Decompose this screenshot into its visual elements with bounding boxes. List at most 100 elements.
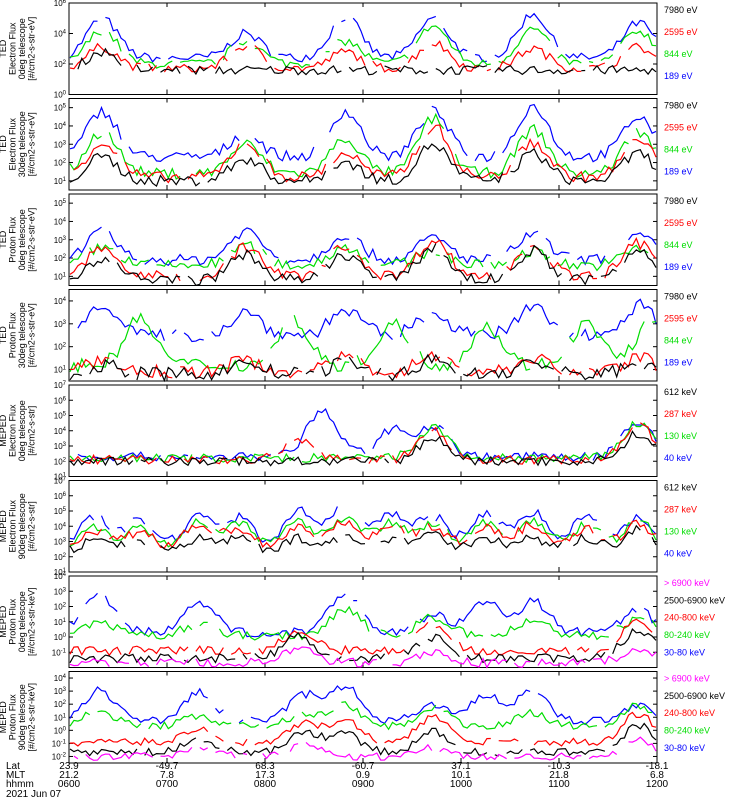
panel-1: 100 102 104 106 TEDElectron Flux0deg telesco… (0, 0, 698, 100)
y-tick-label: 103 (54, 442, 67, 451)
panel-4: 101 102 103 104 TEDProton Flux30deg telescop… (0, 289, 698, 383)
legend-entry: 2595 eV (664, 123, 698, 133)
y-tick-label: 103 (54, 140, 67, 149)
y-tick-label: 107 (54, 381, 67, 390)
y-tick-label: 104 (54, 217, 67, 226)
y-tick-label: 105 (54, 104, 67, 113)
legend-entry: 189 eV (664, 358, 693, 368)
legend-entry: 287 keV (664, 409, 697, 419)
y-tick-label: 104 (54, 522, 67, 531)
panel-6: 101 102 103 104 105 106 107 MEPEDElectron Flux9… (0, 477, 697, 578)
y-tick-label: 104 (54, 572, 67, 581)
time-tick-hhmm: 0800 (254, 779, 277, 790)
y-tick-label: 106 (54, 492, 67, 501)
panel-5: 101 102 103 104 105 106 107 MEPEDElectron Flux0… (0, 381, 697, 482)
series-line (69, 701, 653, 731)
time-tick-lat: 68.3 (255, 761, 275, 772)
legend-entry: 7980 eV (664, 196, 698, 206)
y-tick-label: 102 (54, 457, 67, 466)
time-tick-mlt: 6.8 (650, 770, 664, 781)
y-tick-label: 101 (54, 473, 67, 482)
y-tick-label: 103 (54, 236, 67, 245)
series-line (69, 618, 653, 657)
time-tick-hhmm: 1200 (646, 779, 669, 790)
y-tick-label: 106 (54, 396, 67, 405)
time-tick-mlt: 7.8 (160, 770, 174, 781)
time-tick-lat: -49.7 (156, 761, 179, 772)
legend-entry: 2595 eV (664, 27, 698, 37)
y-tick-label: 103 (54, 538, 67, 547)
time-tick-hhmm: 1000 (450, 779, 473, 790)
legend-entry: 7980 eV (664, 101, 698, 111)
series-line (69, 420, 657, 464)
series-line (69, 605, 657, 641)
panel-frame (68, 480, 658, 573)
panel-8: 10-2 10-1 100 101 102 103 104 MEPEDProton Flux9… (0, 671, 725, 764)
time-tick-mlt: 21.2 (59, 770, 79, 781)
y-tick-label: 104 (54, 297, 67, 306)
y-tick-label: 103 (54, 687, 67, 696)
series-line (69, 353, 657, 383)
y-tick-label: 101 (54, 177, 67, 186)
legend-entry: 80-240 keV (664, 726, 710, 736)
series-line (69, 312, 657, 374)
series-line (77, 298, 657, 343)
time-tick-lat: -18.1 (646, 761, 669, 772)
y-tick-label: 105 (54, 199, 67, 208)
series-line (73, 736, 657, 761)
panel-2: 101 102 103 104 105 TEDElectron Flux30deg tel… (0, 98, 698, 191)
legend-entry: 7980 eV (664, 5, 698, 15)
series-line (69, 711, 657, 747)
series-line (69, 103, 657, 163)
series-line (69, 430, 657, 467)
y-axis-label: TEDElectron Flux30deg telescope[#/cm2-s-… (0, 111, 37, 177)
y-tick-label: 100 (54, 91, 67, 100)
panel-3: 101 102 103 104 105 TEDProton Flux0deg telesc… (0, 193, 698, 286)
legend-entry: 30-80 keV (664, 743, 705, 753)
time-tick-hhmm: 1100 (548, 779, 570, 790)
time-tick-mlt: 21.8 (549, 770, 569, 781)
y-tick-label: 10-2 (52, 752, 67, 761)
time-tick-lat: -60.7 (352, 761, 375, 772)
y-tick-label: 10-1 (52, 648, 67, 657)
series-line (69, 524, 657, 554)
series-line (69, 722, 657, 757)
y-tick-label: 105 (54, 507, 67, 516)
y-tick-label: 100 (54, 726, 67, 735)
y-tick-label: 105 (54, 412, 67, 421)
y-tick-label: 104 (54, 427, 67, 436)
series-line (69, 646, 657, 669)
series-line (69, 112, 657, 180)
legend-entry: 189 eV (664, 71, 693, 81)
legend-entry: 30-80 keV (664, 647, 705, 657)
y-axis-label: MEPEDProton Flux90deg telescope[#/cm2-s-… (0, 683, 37, 752)
series-line (69, 685, 657, 726)
series-line (69, 506, 657, 543)
legend-entry: 189 eV (664, 262, 693, 272)
y-tick-label: 102 (54, 343, 67, 352)
y-axis-label: MEPEDElectron Flux90deg telescope[#/cm2-… (0, 493, 37, 559)
time-axis-row-label: hhmm (6, 779, 34, 790)
y-axis-label: TEDProton Flux0deg telescope[#/cm2-s-str… (0, 208, 37, 272)
time-tick-hhmm: 0900 (352, 779, 375, 790)
legend-entry: 130 keV (664, 527, 697, 537)
time-tick-lat: 23.9 (59, 761, 79, 772)
time-tick-mlt: 0.9 (356, 770, 370, 781)
y-axis-label: MEPEDProton Flux0deg telescope[#/cm2-s-s… (0, 587, 37, 656)
legend-entry: 844 eV (664, 336, 693, 346)
y-tick-label: 104 (54, 122, 67, 131)
legend-entry: 612 keV (664, 387, 697, 397)
legend-entry: 844 eV (664, 145, 693, 155)
series-line (69, 40, 657, 73)
y-tick-label: 100 (54, 633, 67, 642)
y-tick-label: 106 (54, 0, 67, 8)
legend-entry: 240-800 keV (664, 708, 715, 718)
time-tick-mlt: 17.3 (255, 770, 275, 781)
time-tick-hhmm: 0600 (58, 779, 81, 790)
time-axis-row-label: MLT (6, 770, 25, 781)
y-tick-label: 10-1 (52, 739, 67, 748)
y-tick-label: 104 (54, 674, 67, 683)
legend-entry: 40 keV (664, 549, 692, 559)
